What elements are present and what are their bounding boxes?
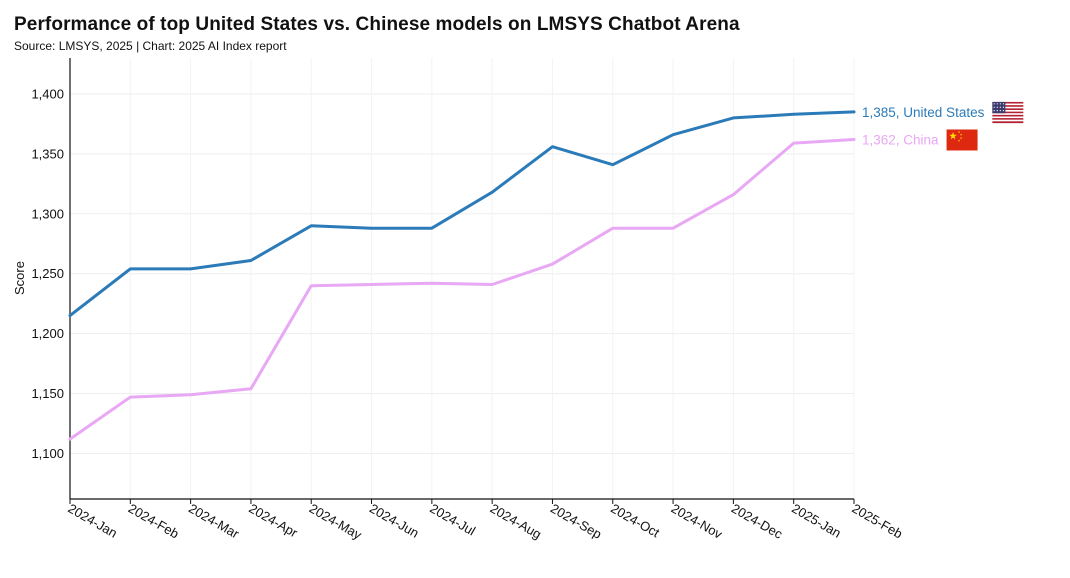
y-tick-label: 1,200 — [31, 326, 64, 341]
data-point-cn — [68, 437, 72, 441]
data-point-us — [189, 267, 192, 271]
data-point-cn — [129, 395, 132, 399]
data-point-cn — [430, 282, 434, 285]
x-tick-label: 2024-Nov — [669, 501, 726, 542]
data-point-cn — [370, 283, 373, 286]
chart-title: Performance of top United States vs. Chi… — [14, 14, 740, 35]
x-axis-ticks: 2024-Jan 2024-Feb 2024-Mar 2024-Apr 2024-May… — [66, 499, 906, 543]
data-point-cn — [852, 138, 856, 141]
x-tick-label: 2024-Jun — [367, 501, 421, 541]
us-flag-icon — [992, 101, 1024, 124]
y-tick-label: 1,100 — [31, 446, 64, 461]
data-point-us — [370, 226, 373, 230]
series-line-us — [68, 110, 856, 318]
data-point-us — [852, 110, 856, 114]
data-point-cn — [551, 262, 554, 266]
x-tick-label: 2024-Jan — [66, 501, 120, 541]
end-label-us: 1,385, United States — [862, 105, 985, 120]
data-point-cn — [671, 226, 675, 230]
y-axis-ticks: 1,100 1,150 1,200 1,250 1,300 1,350 1,400 — [31, 86, 64, 461]
data-point-us — [490, 191, 494, 194]
x-tick-label: 2024-May — [307, 501, 365, 543]
data-point-cn — [611, 226, 614, 230]
x-tick-label: 2024-Feb — [126, 501, 182, 542]
china-flag-icon — [946, 129, 978, 151]
x-tick-label: 2024-Aug — [488, 501, 544, 542]
grid-lines — [69, 58, 855, 499]
series-line-cn — [68, 138, 856, 441]
y-tick-label: 1,250 — [31, 266, 64, 281]
y-tick-label: 1,400 — [31, 86, 64, 101]
data-point-us — [430, 226, 434, 230]
data-point-us — [671, 133, 675, 136]
data-point-cn — [490, 283, 494, 286]
data-point-cn — [732, 193, 735, 196]
x-tick-label: 2024-Apr — [246, 501, 300, 541]
data-point-us — [611, 163, 614, 166]
data-point-us — [551, 145, 554, 148]
data-point-us — [732, 116, 735, 120]
data-point-us — [792, 113, 795, 116]
y-tick-label: 1,150 — [31, 386, 64, 401]
x-tick-label: 2024-Jul — [427, 501, 478, 539]
data-point-us — [129, 267, 132, 271]
x-tick-label: 2024-Dec — [729, 501, 786, 542]
end-label-cn: 1,362, China — [862, 132, 939, 147]
data-point-us — [68, 314, 72, 317]
x-tick-label: 2025-Feb — [850, 501, 906, 542]
y-axis-label: Score — [12, 261, 27, 295]
data-point-us — [310, 224, 313, 227]
data-point-cn — [792, 141, 795, 145]
y-tick-label: 1,300 — [31, 206, 64, 221]
series-lines — [68, 110, 856, 441]
data-point-cn — [310, 284, 313, 287]
x-tick-label: 2025-Jan — [789, 501, 843, 541]
axes — [69, 58, 854, 500]
data-point-us — [249, 259, 253, 262]
y-tick-label: 1,350 — [31, 146, 64, 161]
data-point-cn — [189, 393, 192, 396]
end-labels: 1,385, United States 1,362, China — [862, 101, 1024, 151]
x-tick-label: 2024-Oct — [608, 501, 662, 541]
chart-subtitle: Source: LMSYS, 2025 | Chart: 2025 AI Ind… — [14, 39, 287, 53]
data-point-cn — [249, 387, 253, 390]
x-tick-label: 2024-Mar — [186, 501, 242, 542]
x-tick-label: 2024-Sep — [548, 501, 604, 542]
